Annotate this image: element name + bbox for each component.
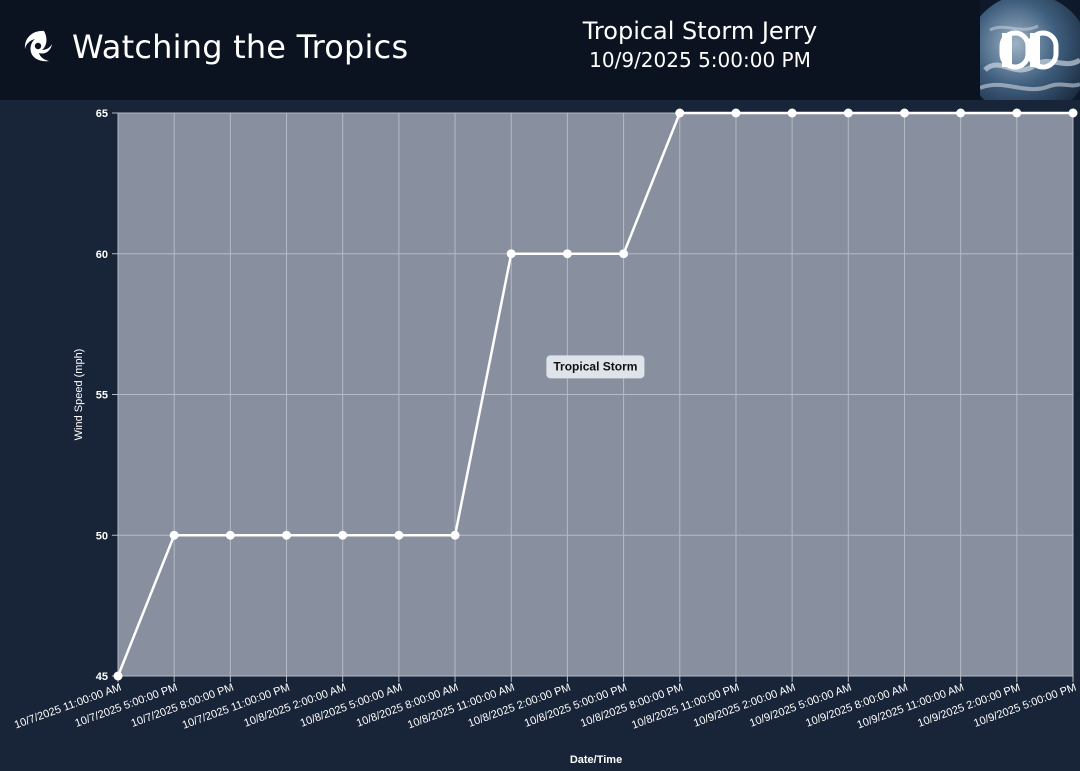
y-tick-label: 65 [96,108,108,120]
series [113,108,1078,681]
header-bar: Watching the Tropics Tropical Storm Jerr… [0,0,1080,100]
data-point[interactable] [1068,108,1078,118]
brand[interactable]: Watching the Tropics [18,22,408,72]
storm-info: Tropical Storm Jerry 10/9/2025 5:00:00 P… [500,16,900,74]
series-line [116,111,1073,677]
y-tick-label: 50 [96,530,108,542]
data-point[interactable] [675,108,685,118]
annotation-label: Tropical Storm [546,355,645,379]
data-point[interactable] [787,108,797,118]
data-point[interactable] [450,530,460,540]
annotation-text: Tropical Storm [553,359,637,373]
data-point[interactable] [169,530,179,540]
data-point[interactable] [225,530,235,540]
hurricane-icon [24,30,52,62]
data-point[interactable] [1012,108,1022,118]
storm-name: Tropical Storm Jerry [582,17,818,45]
y-tick-label: 60 [96,249,108,261]
annotation-box [546,355,645,379]
data-point[interactable] [506,249,516,259]
dd-logo-icon[interactable] [980,0,1080,100]
storm-timestamp: 10/9/2025 5:00:00 PM [589,48,811,72]
y-axis-title: Wind Speed (mph) [73,349,85,441]
data-point[interactable] [394,530,404,540]
data-point[interactable] [619,249,629,259]
app-title: Watching the Tropics [72,28,409,66]
wind-speed-chart: 45 50 55 60 65 10/7/2025 11:00:00 AM10/7/202… [13,108,1078,766]
data-point[interactable] [562,249,572,259]
annotations: Tropical Storm [546,355,645,379]
x-tick-label: 10/9/2025 5:00:00 PM [972,682,1078,730]
data-point[interactable] [338,530,348,540]
y-tick-label: 45 [96,671,108,683]
data-point[interactable] [282,530,292,540]
data-point[interactable] [899,108,909,118]
data-point[interactable] [956,108,966,118]
chart-container: 45 50 55 60 65 10/7/2025 11:00:00 AM 10/7/202… [0,100,1080,771]
data-point[interactable] [113,671,123,681]
y-tick-label: 55 [96,390,108,402]
data-point[interactable] [843,108,853,118]
data-point[interactable] [731,108,741,118]
y-axis: 45 50 55 60 65 [96,108,108,683]
x-axis-title: Date/Time [570,754,622,766]
